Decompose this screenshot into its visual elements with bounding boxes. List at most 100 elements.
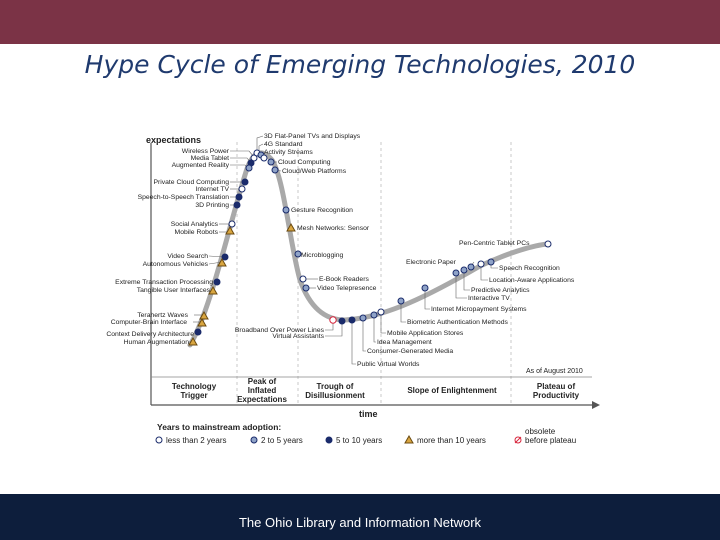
legend-label-more-10: more than 10 years: [417, 436, 486, 445]
legend-label-5-10: 5 to 10 years: [336, 436, 382, 445]
label-tangible-ui: Tangible User Interfaces: [137, 287, 211, 294]
legend-label-less-2: less than 2 years: [166, 436, 226, 445]
phase-label-plateau-1: Plateau of: [537, 382, 576, 391]
marker-electronic-paper: [467, 263, 475, 271]
label-broadband-power-lines: Broadband Over Power Lines: [235, 327, 325, 334]
phase-labels: Technology Trigger Peak of Inflated Expe…: [172, 377, 580, 404]
label-speech-translation: Speech-to-Speech Translation: [138, 194, 230, 201]
phase-label-trigger-2: Trigger: [180, 391, 207, 400]
x-axis-label: time: [359, 409, 378, 419]
label-virtual-assistants: Virtual Assistants: [272, 333, 324, 340]
label-mobile-app-stores: Mobile Application Stores: [387, 330, 464, 337]
marker-3d-printing: [233, 201, 241, 209]
marker-computer-brain: [197, 317, 207, 327]
leader-lines: [189, 135, 548, 365]
label-human-augmentation: Human Augmentation: [124, 339, 190, 346]
marker-predictive-analytics: [460, 266, 468, 274]
legend-label-before-plateau: before plateau: [525, 436, 576, 445]
marker-human-augmentation: [188, 336, 198, 346]
label-internet-tv: Internet TV: [196, 186, 230, 193]
marker-private-cloud: [241, 178, 249, 186]
marker-biometric-auth: [397, 297, 405, 305]
phase-separators: [236, 142, 512, 405]
marker-ebook-readers: [299, 275, 307, 283]
legend-marker-2-5: [250, 436, 258, 444]
marker-speech-recognition: [487, 258, 495, 266]
marker-autonomous-vehicles: [217, 257, 227, 267]
legend-obsolete-slash-icon: [514, 436, 522, 444]
label-gesture-recognition: Gesture Recognition: [291, 207, 353, 214]
label-micropayment: Internet Micropayment Systems: [431, 306, 527, 313]
label-ebook-readers: E-Book Readers: [319, 276, 369, 283]
marker-activity-streams: [260, 154, 268, 162]
label-3d-flat-panel: 3D Flat-Panel TVs and Displays: [264, 133, 361, 140]
marker-cloud-computing: [267, 158, 275, 166]
marker-micropayment: [421, 284, 429, 292]
label-consumer-generated-media: Consumer-Generated Media: [367, 348, 453, 355]
label-augmented-reality: Augmented Reality: [172, 162, 230, 169]
phase-label-trough-1: Trough of: [317, 382, 354, 391]
legend-marker-less-2: [155, 436, 163, 444]
label-mesh-networks: Mesh Networks: Sensor: [297, 225, 370, 232]
marker-mesh-networks: [286, 222, 296, 232]
label-cloud-computing: Cloud Computing: [278, 159, 331, 166]
slide-title: Hype Cycle of Emerging Technologies, 201…: [84, 50, 636, 79]
marker-speech-translation: [235, 193, 243, 201]
marker-microblogging: [294, 250, 302, 258]
marker-social-analytics: [228, 220, 236, 228]
marker-mobile-app-stores: [377, 308, 385, 316]
marker-location-aware: [477, 260, 485, 268]
legend-marker-more-10: [404, 434, 414, 444]
x-axis-arrow-icon: [592, 401, 600, 409]
phase-label-peak-3: Expectations: [237, 395, 287, 404]
phase-label-peak-2: Inflated: [248, 386, 277, 395]
label-public-virtual-worlds: Public Virtual Worlds: [357, 361, 420, 368]
trigger-labels: Wireless Power Media Tablet Augmented Re…: [106, 148, 229, 346]
marker-wireless-power: [250, 154, 258, 162]
right-labels: 3D Flat-Panel TVs and Displays 4G Standa…: [235, 133, 575, 368]
label-pen-centric-tablet: Pen-Centric Tablet PCs: [459, 240, 530, 247]
label-biometric-auth: Biometric Authentication Methods: [407, 319, 508, 326]
date-note: As of August 2010: [526, 368, 583, 375]
marker-cloud-web-platforms: [271, 166, 279, 174]
marker-augmented-reality: [245, 164, 253, 172]
legend-label-obsolete: obsolete: [525, 427, 556, 436]
marker-idea-management: [370, 311, 378, 319]
label-predictive-analytics: Predictive Analytics: [471, 287, 530, 294]
label-speech-recognition: Speech Recognition: [499, 265, 560, 272]
footer-band: [0, 494, 720, 540]
phase-label-slope: Slope of Enlightenment: [407, 386, 497, 395]
label-mobile-robots: Mobile Robots: [175, 229, 219, 236]
label-context-delivery: Context Delivery Architecture: [106, 331, 194, 338]
label-social-analytics: Social Analytics: [171, 221, 219, 228]
marker-video-telepresence: [302, 284, 310, 292]
phase-label-trigger-1: Technology: [172, 382, 217, 391]
marker-virtual-assistants: [338, 317, 346, 325]
label-autonomous-vehicles: Autonomous Vehicles: [143, 261, 209, 268]
marker-terahertz-waves: [199, 310, 209, 320]
legend-title: Years to mainstream adoption:: [157, 422, 281, 432]
header-band: [0, 0, 720, 44]
label-activity-streams: Activity Streams: [264, 149, 313, 156]
marker-internet-tv: [238, 185, 246, 193]
label-private-cloud: Private Cloud Computing: [153, 179, 229, 186]
marker-extreme-transaction: [213, 278, 221, 286]
legend-marker-5-10: [325, 436, 333, 444]
label-microblogging: Microblogging: [301, 252, 344, 259]
marker-video-search: [221, 253, 229, 261]
label-4g-standard: 4G Standard: [264, 141, 303, 148]
label-cloud-web-platforms: Cloud/Web Platforms: [282, 168, 347, 175]
label-interactive-tv: Interactive TV: [468, 295, 510, 302]
label-video-search: Video Search: [167, 253, 208, 260]
footer-text: The Ohio Library and Information Network: [238, 515, 482, 530]
phase-label-trough-2: Disillusionment: [305, 391, 365, 400]
label-idea-management: Idea Management: [377, 339, 432, 346]
marker-gesture-recognition: [282, 206, 290, 214]
marker-context-delivery: [194, 328, 202, 336]
marker-pen-centric-tablet: [544, 240, 552, 248]
axes: [150, 143, 600, 409]
marker-broadband-power-lines: [329, 316, 337, 324]
phase-label-plateau-2: Productivity: [533, 391, 580, 400]
legend-label-2-5: 2 to 5 years: [261, 436, 303, 445]
